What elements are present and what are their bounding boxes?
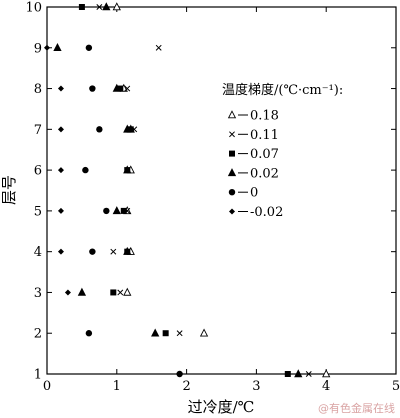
point-1-3: [110, 248, 117, 255]
point-4-2: [89, 248, 96, 255]
point-2-6: [127, 126, 134, 133]
y-tick-label-2: 2: [34, 327, 42, 342]
point-3-0: [294, 369, 303, 378]
point-1-7: [124, 85, 131, 92]
legend-marker-3: [227, 168, 237, 177]
legend-label-1: 0.11: [250, 128, 279, 143]
point-0-8: [112, 2, 121, 11]
x-tick-label-2: 2: [182, 379, 190, 394]
point-2-2: [110, 289, 117, 296]
point-3-1: [151, 328, 160, 337]
axis-ticks: [46, 6, 397, 375]
point-4-6: [89, 85, 96, 92]
x-tick-label-0: 0: [43, 379, 51, 394]
point-3-8: [53, 42, 62, 52]
point-3-3: [123, 246, 132, 255]
point-1-1: [176, 330, 183, 337]
legend-label-3: 0.02: [250, 166, 279, 181]
x-tick-label-3: 3: [252, 379, 260, 394]
y-tick-label-1: 1: [34, 368, 42, 383]
x-tick-label-5: 5: [392, 379, 400, 394]
y-axis-title: 层号: [0, 175, 18, 205]
point-1-9: [96, 4, 103, 10]
legend-marker-1: [229, 131, 235, 138]
legend-marker-2: [229, 150, 235, 157]
y-tick-label-8: 8: [34, 82, 42, 97]
point-2-7: [117, 85, 124, 92]
legend-label-2: 0.07: [250, 147, 279, 162]
point-1-0: [305, 371, 312, 377]
point-5-6: [44, 44, 50, 51]
y-tick-label-10: 10: [25, 1, 42, 16]
point-2-1: [162, 330, 169, 337]
legend-marker-0: [227, 110, 237, 119]
plot-frame: [46, 6, 397, 375]
point-3-4: [112, 206, 121, 215]
point-4-0: [176, 370, 183, 378]
point-4-1: [85, 330, 93, 337]
x-tick-label-4: 4: [322, 379, 330, 394]
point-5-2: [57, 207, 64, 214]
data-points: [44, 2, 331, 378]
point-5-1: [57, 248, 64, 255]
point-5-4: [57, 126, 64, 133]
legend-title: 温度梯度/(℃·cm⁻¹):: [222, 82, 343, 98]
point-5-3: [57, 167, 64, 174]
legend-marker-4: [228, 189, 236, 196]
point-3-9: [102, 2, 111, 11]
legend-label-4: 0: [250, 186, 258, 201]
point-0-2: [123, 287, 132, 296]
point-3-5: [123, 165, 132, 174]
point-2-4: [120, 207, 127, 214]
point-5-5: [57, 85, 64, 92]
point-4-7: [85, 44, 93, 51]
point-3-2: [77, 287, 87, 296]
point-5-0: [64, 289, 71, 296]
point-4-5: [96, 126, 103, 133]
y-tick-label-6: 6: [34, 164, 42, 179]
point-0-1: [199, 328, 209, 337]
y-tick-label-5: 5: [34, 204, 42, 219]
x-axis-title: 过冷度/℃: [188, 398, 255, 416]
watermark: @有色金属在线: [318, 401, 395, 415]
legend: 温度梯度/(℃·cm⁻¹): 0.18 0.11 0.07 0.02 0 -0.02: [222, 82, 343, 220]
y-tick-label-9: 9: [34, 41, 42, 56]
y-tick-label-3: 3: [34, 286, 42, 301]
legend-label-0: 0.18: [250, 109, 279, 124]
legend-label-5: -0.02: [250, 205, 283, 220]
point-2-8: [78, 4, 85, 10]
point-2-0: [284, 371, 291, 377]
point-0-0: [322, 369, 331, 378]
legend-marker-5: [229, 208, 235, 215]
x-tick-label-1: 1: [113, 379, 121, 394]
point-4-4: [82, 166, 89, 174]
y-tick-label-7: 7: [34, 123, 42, 138]
point-3-6: [123, 124, 132, 133]
point-4-3: [103, 207, 110, 215]
point-3-7: [112, 83, 121, 92]
y-tick-label-4: 4: [34, 245, 42, 260]
point-1-8: [155, 44, 162, 51]
point-1-2: [117, 289, 124, 296]
